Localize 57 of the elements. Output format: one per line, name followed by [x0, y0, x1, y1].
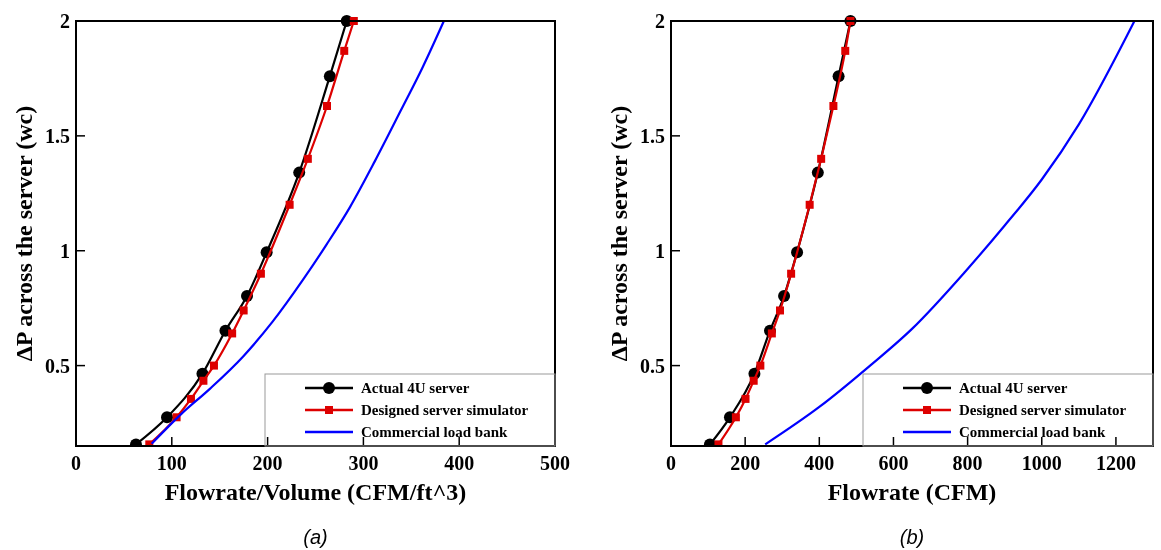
legend-label: Commercial load bank — [959, 424, 1107, 440]
x-tick-label: 400 — [444, 452, 475, 474]
x-tick-label: 200 — [252, 452, 283, 474]
point — [199, 376, 208, 385]
text: (a) — [303, 526, 328, 548]
x-tick-label: 500 — [540, 452, 570, 474]
point — [186, 394, 195, 403]
x-tick-label: 200 — [730, 452, 761, 474]
x-tick-label: 100 — [156, 452, 187, 474]
x-tick-label: 0 — [71, 452, 81, 474]
y-tick-label: 1 — [60, 239, 70, 262]
point — [303, 154, 312, 163]
point — [741, 394, 750, 403]
x-axis-title: Flowrate/Volume (CFM/ft^3) — [164, 479, 467, 505]
legend-label: Designed server simulator — [361, 402, 529, 418]
point — [209, 361, 218, 370]
point — [285, 200, 294, 209]
y-axis-title: ΔP across the server (wc) — [606, 105, 632, 362]
x-tick-label: 0 — [666, 452, 676, 474]
point — [776, 306, 785, 315]
y-tick-label: 1 — [655, 239, 665, 262]
point — [756, 361, 765, 370]
point — [805, 200, 814, 209]
point — [749, 376, 758, 385]
legend-label: Actual 4U server — [361, 380, 470, 396]
line-series — [764, 19, 1136, 446]
point — [829, 102, 838, 110]
legend-label: Actual 4U server — [959, 380, 1068, 396]
point — [228, 329, 237, 338]
y-tick-label: 2 — [655, 10, 665, 32]
x-axis-title: Flowrate (CFM) — [827, 479, 997, 505]
y-axis-title: ΔP across the server (wc) — [11, 105, 37, 362]
point — [323, 70, 336, 83]
text: (b) — [899, 526, 925, 548]
x-tick-label: 300 — [348, 452, 379, 474]
x-tick-label: 600 — [878, 452, 909, 474]
point — [239, 306, 248, 315]
y-tick-label: 2 — [60, 10, 70, 32]
point — [323, 102, 331, 110]
x-tick-label: 400 — [804, 452, 835, 474]
point — [767, 329, 776, 338]
point — [841, 46, 850, 55]
point — [256, 269, 265, 278]
y-tick-label: 1.5 — [640, 124, 665, 147]
x-tick-label: 1200 — [1095, 452, 1136, 474]
y-tick-label: 0.5 — [45, 354, 70, 377]
y-tick-label: 1.5 — [45, 124, 70, 147]
point — [161, 411, 174, 424]
x-tick-label: 1000 — [1021, 452, 1062, 474]
legend-label: Commercial load bank — [361, 424, 509, 440]
point — [787, 269, 796, 278]
point — [817, 154, 826, 163]
legend-label: Designed server simulator — [959, 402, 1127, 418]
point — [340, 46, 349, 55]
point — [731, 413, 740, 422]
x-tick-label: 800 — [952, 452, 983, 474]
y-tick-label: 0.5 — [640, 354, 665, 377]
